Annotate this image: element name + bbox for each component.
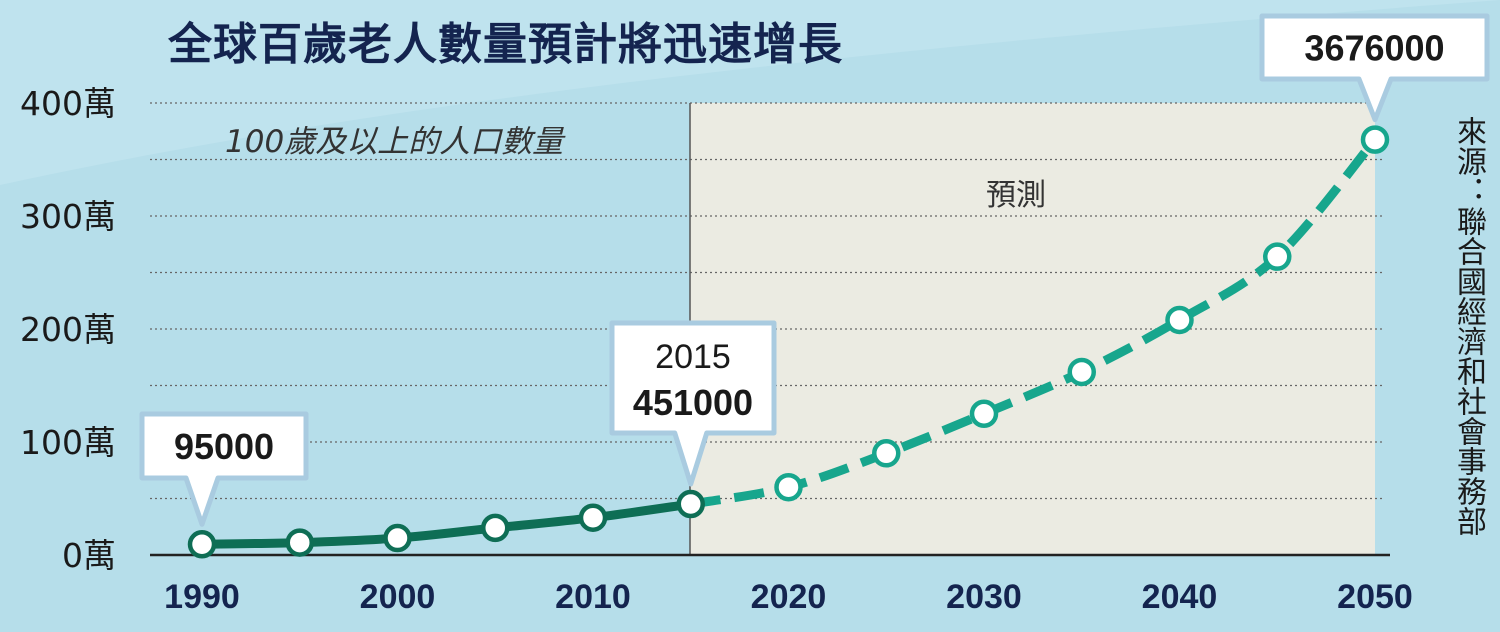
x-tick-label: 2000 [360, 578, 436, 616]
data-point [481, 513, 510, 543]
y-tick-label: 300萬 [20, 197, 116, 236]
y-tick-label: 200萬 [20, 310, 116, 349]
chart-subtitle: 100歲及以上的人口數量 [225, 124, 564, 160]
callout: 3676000 [1259, 13, 1490, 123]
source-note: 來源：聯合國經濟和社會事務部 [1451, 116, 1486, 536]
data-point [285, 528, 314, 557]
y-tick-label: 0萬 [62, 536, 116, 575]
x-tick-label: 2040 [1142, 578, 1218, 616]
callout: 2015 451000 [609, 320, 777, 487]
callout-year: 2015 [655, 338, 731, 376]
data-point [1067, 357, 1096, 387]
chart-title: 全球百歲老人數量預計將迅速增長 [168, 19, 843, 70]
y-tick-label: 400萬 [20, 84, 116, 123]
callout-box [139, 411, 309, 527]
callout-value: 3676000 [1304, 28, 1444, 69]
data-point [676, 489, 705, 519]
x-tick-label: 2030 [946, 578, 1022, 616]
data-point [774, 472, 803, 502]
callout-value: 451000 [633, 382, 753, 423]
x-tick-label: 2050 [1337, 578, 1413, 616]
data-point [1165, 305, 1194, 335]
data-point [1263, 242, 1292, 271]
callout-value: 95000 [174, 426, 274, 467]
x-tick-label: 1990 [164, 578, 240, 616]
y-tick-label: 100萬 [20, 423, 116, 462]
callout-box [609, 320, 777, 487]
data-point [187, 530, 217, 559]
data-point [872, 439, 901, 468]
callout-box [1259, 13, 1490, 123]
data-point [969, 399, 999, 428]
x-tick-label: 2010 [555, 578, 631, 616]
x-tick-label: 2020 [751, 578, 827, 616]
data-point [1360, 125, 1390, 154]
forecast-label: 預測 [986, 178, 1046, 213]
callout: 95000 [139, 411, 309, 527]
data-point [383, 523, 412, 553]
data-point [578, 503, 608, 532]
